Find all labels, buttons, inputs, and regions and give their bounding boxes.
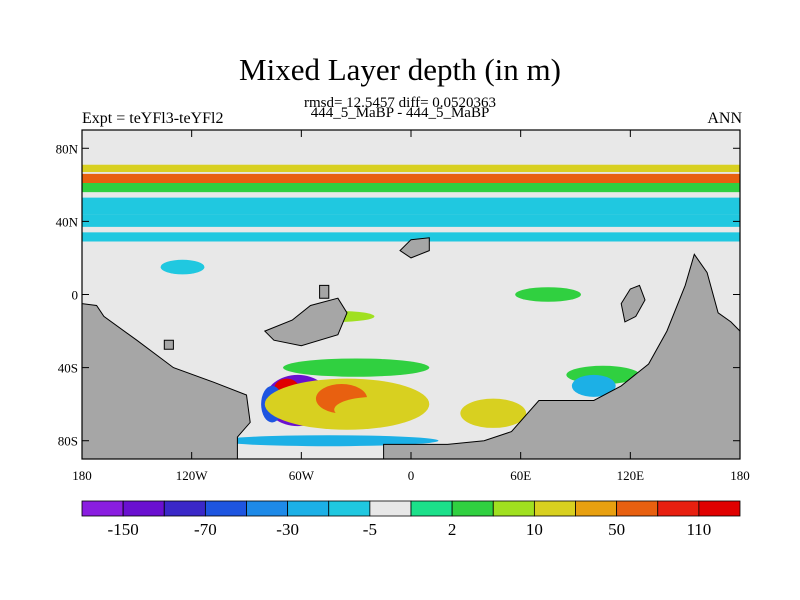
colorbar-swatch-2	[163, 500, 206, 517]
rmsd-label: rmsd= 12.5457 diff= 0.0520363	[303, 95, 497, 111]
contour-band-3	[82, 197, 740, 215]
colorbar-swatch-4	[246, 500, 289, 517]
colorbar-swatch-9	[451, 500, 494, 517]
experiment-label: Expt = teYFl3-teYFl2	[82, 110, 224, 127]
colorbar-swatch-11	[533, 500, 576, 517]
colorbar-swatch-7	[369, 500, 412, 517]
colorbar-swatch-5	[287, 500, 330, 517]
colorbar-swatch-3	[204, 500, 247, 517]
season-label: ANN	[707, 110, 742, 127]
land-mask-4	[319, 284, 330, 299]
contour-region-15	[515, 287, 581, 302]
colorbar-label-5: 10	[526, 520, 543, 539]
colorbar-swatch-12	[575, 500, 618, 517]
x-tick-label-5: 120E	[617, 468, 645, 483]
x-tick-label-0: 180	[72, 468, 92, 483]
colorbar-swatch-10	[492, 500, 535, 517]
y-tick-label-3: 40N	[56, 214, 79, 229]
x-tick-label-1: 120W	[176, 468, 209, 483]
colorbar-swatch-0	[81, 500, 124, 517]
land-mask-2	[263, 297, 348, 347]
colorbar-label-4: 2	[448, 520, 457, 539]
contour-band-1	[82, 173, 740, 184]
colorbar-swatch-14	[657, 500, 700, 517]
land-mask-3	[399, 237, 430, 259]
x-tick-label-4: 60E	[510, 468, 531, 483]
land-mask-6	[620, 284, 646, 323]
colorbar-swatch-13	[616, 500, 659, 517]
colorbar-swatch-8	[410, 500, 453, 517]
x-tick-label-6: 180	[730, 468, 750, 483]
contour-region-9	[219, 435, 439, 447]
colorbar-label-0: -150	[108, 520, 139, 539]
y-tick-label-0: 80S	[58, 434, 78, 449]
chart-title: Mixed Layer depth (in m)	[239, 52, 561, 87]
colorbar-label-7: 110	[686, 520, 711, 539]
land-mask-0	[82, 303, 251, 459]
colorbar-swatch-1	[122, 500, 165, 517]
y-tick-label-4: 80N	[56, 141, 79, 156]
contour-region-7	[460, 398, 527, 428]
colorbar-swatch-6	[328, 500, 371, 517]
contour-band-0	[82, 164, 740, 173]
axes: 180 120W 60W 0 60E 120E 180 80S 40S 0 40N 80N	[56, 130, 750, 483]
land-mask-5	[163, 339, 174, 350]
contour-band-4	[82, 214, 740, 227]
center-label: 444_5_MaBP - 444_5_MaBP	[310, 105, 490, 121]
contour-region-14	[429, 246, 539, 262]
contour-band-2	[82, 183, 740, 193]
colorbar: -150 -70 -30 -5 2 10 50 110	[81, 500, 741, 539]
contour-region-12	[160, 259, 205, 275]
colorbar-label-1: -70	[194, 520, 217, 539]
contour-band-5	[82, 232, 740, 242]
contour-region-13	[264, 252, 338, 271]
x-tick-label-2: 60W	[289, 468, 315, 483]
contour-region-11	[571, 374, 616, 397]
colorbar-label-3: -5	[363, 520, 377, 539]
contour-region-6	[334, 396, 415, 423]
colorbar-label-2: -30	[276, 520, 299, 539]
y-tick-label-2: 0	[72, 288, 79, 303]
contour-region-8	[283, 358, 430, 377]
y-tick-label-1: 40S	[58, 361, 78, 376]
land-mask-1	[383, 253, 740, 459]
colorbar-label-6: 50	[608, 520, 625, 539]
colorbar-swatch-15	[698, 500, 741, 517]
x-tick-label-3: 0	[408, 468, 415, 483]
plot-area	[82, 130, 740, 459]
